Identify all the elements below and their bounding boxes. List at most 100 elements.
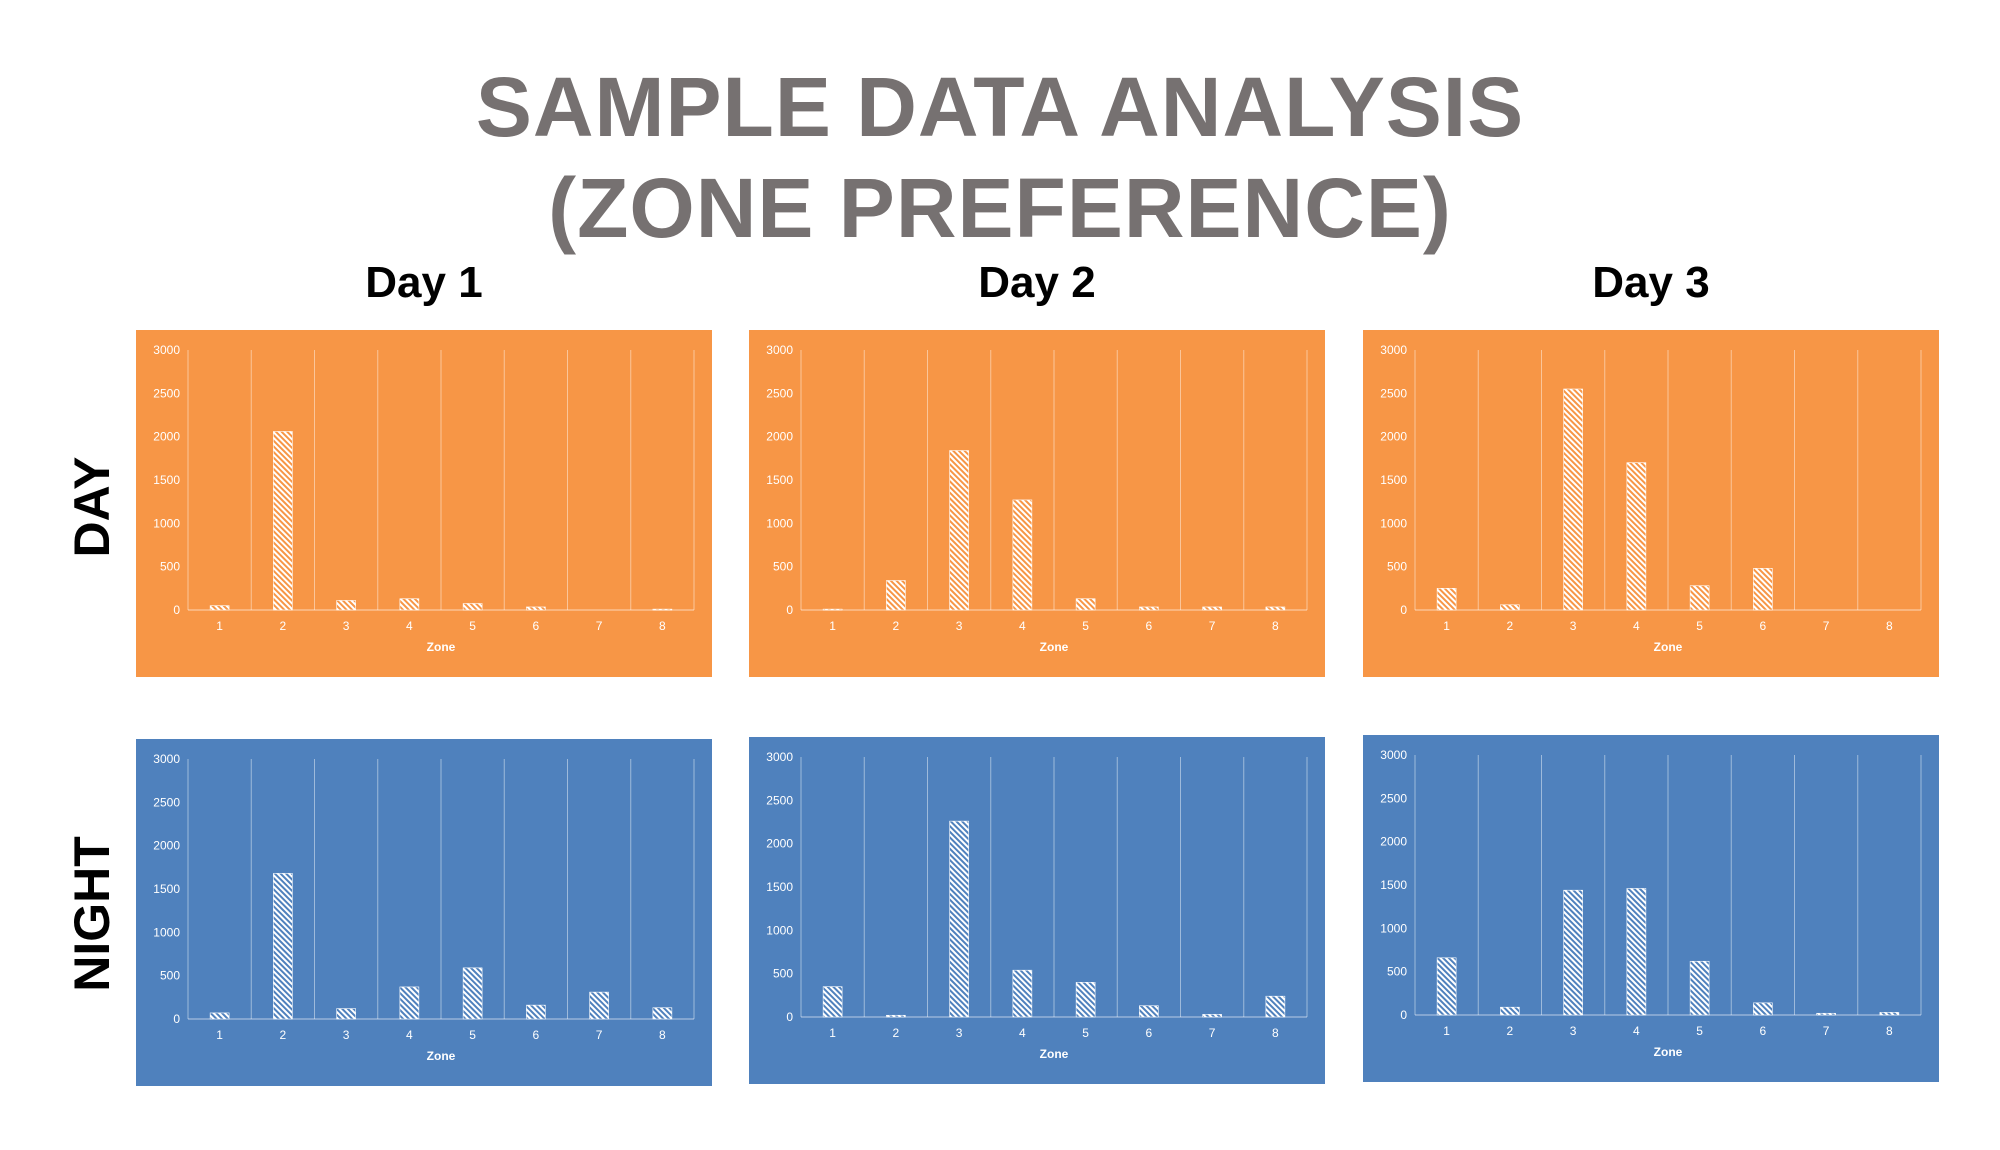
chart-svg: 0 500 1000 1500 2000 2500 3000 1 2 3 4 5 6 7 8 Zone <box>1363 330 1939 677</box>
x-tick-label: 5 <box>469 619 476 633</box>
page-title-line-1: SAMPLE DATA ANALYSIS <box>475 60 1525 154</box>
bar-zone-3 <box>336 1008 356 1020</box>
y-tick-label: 0 <box>1400 603 1407 617</box>
y-tick-label: 500 <box>773 560 793 574</box>
x-tick-label: 5 <box>1696 1024 1703 1038</box>
bar-zone-4 <box>399 598 420 611</box>
x-tick-label: 2 <box>1507 619 1514 633</box>
x-tick-label: 5 <box>469 1028 476 1042</box>
y-tick-label: 2500 <box>766 386 793 400</box>
y-tick-label: 3000 <box>153 343 180 357</box>
x-axis-label: Zone <box>427 640 456 654</box>
y-tick-label: 2000 <box>1380 835 1407 849</box>
chart-svg: 0 500 1000 1500 2000 2500 3000 1 2 3 4 5 6 7 8 Zone <box>136 330 712 677</box>
bar-zone-8 <box>652 608 673 611</box>
bar-zone-6 <box>1753 568 1773 611</box>
bar-zone-7 <box>589 991 609 1020</box>
bar-zone-3 <box>1563 889 1583 1016</box>
x-tick-label: 1 <box>829 1026 836 1040</box>
bar-zone-3 <box>336 600 356 611</box>
y-tick-label: 1000 <box>153 516 180 530</box>
y-tick-label: 2000 <box>1380 430 1407 444</box>
chart-svg: 0 500 1000 1500 2000 2500 3000 1 2 3 4 5 6 7 8 Zone <box>749 330 1325 677</box>
chart-night-day-2: 0 500 1000 1500 2000 2500 3000 1 2 3 4 5 6 7 8 Zone <box>749 737 1325 1084</box>
y-tick-label: 0 <box>1400 1008 1407 1022</box>
bar-zone-2 <box>1500 1006 1520 1016</box>
x-tick-label: 8 <box>659 1028 666 1042</box>
y-tick-label: 3000 <box>1380 748 1407 762</box>
y-tick-label: 500 <box>160 560 180 574</box>
chart-day-day-3: 0 500 1000 1500 2000 2500 3000 1 2 3 4 5 6 7 8 Zone <box>1363 330 1939 677</box>
x-tick-label: 3 <box>956 619 963 633</box>
x-tick-label: 3 <box>343 1028 350 1042</box>
column-heading-day-1: Day 1 <box>365 258 483 307</box>
x-tick-label: 2 <box>1507 1024 1514 1038</box>
bar-zone-1 <box>822 986 843 1018</box>
page-title-line-2: (ZONE PREFERENCE) <box>548 161 1452 255</box>
bar-zone-8 <box>1265 995 1286 1018</box>
bar-zone-3 <box>949 450 969 611</box>
chart-night-day-3: 0 500 1000 1500 2000 2500 3000 1 2 3 4 5 6 7 8 Zone <box>1363 735 1939 1082</box>
y-tick-label: 3000 <box>766 343 793 357</box>
x-tick-label: 5 <box>1696 619 1703 633</box>
y-tick-label: 2000 <box>153 430 180 444</box>
y-tick-label: 0 <box>173 1012 180 1026</box>
y-tick-label: 500 <box>1387 965 1407 979</box>
y-tick-label: 2000 <box>766 837 793 851</box>
x-tick-label: 7 <box>596 619 603 633</box>
bar-zone-2 <box>273 431 293 611</box>
x-tick-label: 1 <box>216 619 223 633</box>
bar-zone-5 <box>462 967 483 1020</box>
x-tick-label: 4 <box>1633 619 1640 633</box>
y-tick-label: 1500 <box>1380 878 1407 892</box>
y-tick-label: 500 <box>1387 560 1407 574</box>
bar-zone-5 <box>1075 598 1096 611</box>
bar-zone-2 <box>886 580 906 611</box>
y-tick-label: 3000 <box>766 750 793 764</box>
x-tick-label: 4 <box>1633 1024 1640 1038</box>
x-tick-label: 3 <box>1570 619 1577 633</box>
bar-zone-4 <box>399 986 420 1020</box>
x-tick-label: 1 <box>216 1028 223 1042</box>
x-tick-label: 6 <box>1760 1024 1767 1038</box>
bar-zone-1 <box>1436 588 1457 611</box>
y-tick-label: 2500 <box>153 795 180 809</box>
bar-zone-2 <box>886 1014 906 1018</box>
x-tick-label: 2 <box>893 619 900 633</box>
column-heading-day-2: Day 2 <box>978 258 1096 307</box>
chart-background <box>1363 330 1939 677</box>
bar-zone-7 <box>1202 1014 1222 1018</box>
chart-background <box>1363 735 1939 1082</box>
bar-zone-4 <box>1012 499 1033 611</box>
y-tick-label: 2500 <box>153 386 180 400</box>
x-tick-label: 2 <box>893 1026 900 1040</box>
x-tick-label: 8 <box>659 619 666 633</box>
bar-zone-2 <box>1500 604 1520 611</box>
x-tick-label: 8 <box>1272 1026 1279 1040</box>
x-axis-label: Zone <box>1040 1047 1069 1061</box>
chart-day-day-2: 0 500 1000 1500 2000 2500 3000 1 2 3 4 5 6 7 8 Zone <box>749 330 1325 677</box>
x-tick-label: 4 <box>406 1028 413 1042</box>
y-tick-label: 500 <box>160 969 180 983</box>
x-axis-label: Zone <box>1040 640 1069 654</box>
x-tick-label: 6 <box>1146 619 1153 633</box>
chart-svg: 0 500 1000 1500 2000 2500 3000 1 2 3 4 5 6 7 8 Zone <box>1363 735 1939 1082</box>
y-tick-label: 3000 <box>153 752 180 766</box>
chart-svg: 0 500 1000 1500 2000 2500 3000 1 2 3 4 5 6 7 8 Zone <box>749 737 1325 1084</box>
bar-zone-3 <box>1563 388 1583 611</box>
bar-zone-1 <box>822 608 843 611</box>
bar-zone-5 <box>1689 960 1710 1016</box>
bar-zone-7 <box>1202 606 1222 611</box>
x-tick-label: 5 <box>1082 1026 1089 1040</box>
bar-zone-7 <box>1816 1012 1836 1016</box>
x-tick-label: 4 <box>1019 1026 1026 1040</box>
x-tick-label: 7 <box>596 1028 603 1042</box>
x-axis-label: Zone <box>427 1049 456 1063</box>
chart-background <box>749 330 1325 677</box>
bar-zone-4 <box>1012 969 1033 1018</box>
bar-zone-8 <box>1265 606 1286 611</box>
bar-zone-1 <box>209 1012 230 1020</box>
x-tick-label: 7 <box>1823 619 1830 633</box>
x-tick-label: 4 <box>1019 619 1026 633</box>
y-tick-label: 0 <box>786 1010 793 1024</box>
